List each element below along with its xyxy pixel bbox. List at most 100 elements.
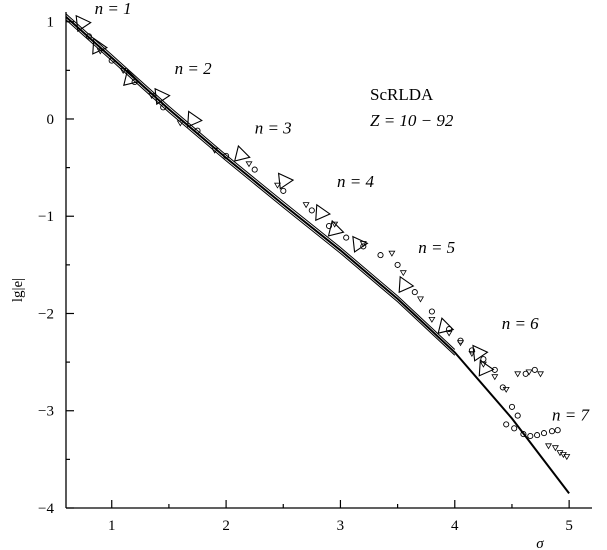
- point-circle: [540, 430, 548, 437]
- point-circle: [194, 127, 201, 134]
- shell-label: n = 3: [255, 119, 292, 138]
- plot-frame: [65, 12, 592, 509]
- point-small-triangle: [468, 350, 476, 357]
- point-circle: [280, 187, 287, 194]
- point-small-triangle: [96, 48, 104, 55]
- shell-label: n = 2: [175, 59, 212, 78]
- point-large-triangle: [437, 317, 455, 334]
- point-small-triangle: [525, 369, 533, 376]
- point-circle: [428, 308, 435, 315]
- point-circle: [223, 152, 230, 159]
- point-large-triangle: [352, 235, 369, 253]
- shell-label: n = 4: [337, 172, 374, 191]
- x-tick-label: 1: [108, 518, 116, 534]
- point-large-triangle: [75, 14, 92, 33]
- point-circle: [503, 421, 510, 428]
- point-large-triangle: [92, 37, 109, 55]
- point-circle: [251, 166, 258, 173]
- point-small-triangle: [273, 182, 282, 189]
- band-lines: [65, 13, 456, 356]
- legend-method: ScRLDA: [370, 85, 434, 104]
- point-small-triangle: [491, 374, 499, 381]
- point-circle: [468, 347, 475, 354]
- point-circle: [508, 403, 516, 410]
- point-large-triangle: [187, 110, 203, 128]
- point-small-triangle: [359, 241, 367, 248]
- point-circle: [491, 366, 498, 373]
- point-circle: [411, 289, 418, 296]
- point-small-triangle: [119, 68, 127, 74]
- point-circle: [531, 366, 538, 373]
- shell-label: n = 1: [95, 0, 132, 18]
- point-small-triangle: [417, 296, 424, 303]
- point-small-triangle: [545, 443, 552, 450]
- y-tick-label: −1: [38, 209, 54, 225]
- point-large-triangle: [478, 359, 495, 377]
- point-small-triangle: [211, 147, 219, 154]
- point-circle: [446, 326, 453, 333]
- point-small-triangle: [479, 361, 487, 368]
- point-small-triangle: [556, 450, 564, 457]
- y-tick-label: −4: [38, 501, 54, 517]
- point-small-triangle: [331, 221, 339, 228]
- point-circle: [160, 104, 167, 111]
- shell-label: n = 6: [502, 314, 539, 333]
- point-small-triangle: [537, 371, 544, 378]
- point-circle: [554, 427, 561, 434]
- y-tick-label: −2: [38, 306, 54, 322]
- shell-label: n = 7: [552, 406, 590, 425]
- point-large-triangle: [233, 144, 251, 162]
- shell-label: n = 5: [418, 238, 455, 257]
- point-large-triangle: [154, 87, 171, 106]
- point-circle: [480, 356, 487, 363]
- x-tick-label: 5: [565, 518, 573, 534]
- point-circle: [527, 432, 534, 440]
- point-large-triangle: [277, 172, 295, 190]
- point-small-triangle: [245, 161, 253, 168]
- fit-line-group: [65, 16, 570, 495]
- point-circle: [343, 234, 350, 241]
- point-small-triangle: [176, 120, 184, 127]
- point-circle: [548, 428, 556, 435]
- y-axis-label: lg|e|: [10, 278, 26, 302]
- point-circle: [308, 207, 315, 214]
- point-small-triangle: [514, 371, 522, 378]
- point-small-triangle: [551, 445, 559, 452]
- series-small-triangle: [96, 48, 571, 461]
- annotations: n = 1 n = 2 n = 3 n = 4 n = 5 n = 6 n = 7: [95, 0, 591, 425]
- point-circle: [325, 222, 333, 230]
- band-line-1: [65, 13, 456, 350]
- point-large-triangle: [123, 69, 140, 86]
- point-small-triangle: [502, 386, 510, 393]
- y-tick-label: 1: [47, 15, 55, 31]
- x-tick-label: 2: [222, 518, 230, 534]
- x-tick-label: 4: [451, 518, 459, 534]
- point-small-triangle: [445, 330, 453, 337]
- point-circle: [108, 57, 115, 64]
- point-small-triangle: [302, 202, 310, 209]
- point-circle: [394, 261, 401, 268]
- point-small-triangle: [148, 93, 156, 100]
- point-circle: [520, 431, 527, 438]
- series-circle: [85, 33, 561, 440]
- x-axis-label: σ: [536, 536, 544, 550]
- point-circle: [85, 33, 92, 40]
- point-large-triangle: [398, 275, 415, 294]
- point-circle: [377, 252, 384, 259]
- point-circle: [514, 412, 521, 419]
- point-circle: [131, 78, 138, 86]
- point-small-triangle: [563, 454, 571, 461]
- y-tick-label: 0: [47, 112, 55, 128]
- point-large-triangle: [315, 203, 332, 222]
- point-circle: [360, 243, 367, 250]
- fit-line: [65, 16, 570, 495]
- point-circle: [534, 432, 541, 439]
- axis-ticks: 1 2 3 4 5 1 0 −1 −2 −3 −4: [38, 15, 573, 534]
- y-tick-label: −3: [38, 404, 54, 420]
- point-small-triangle: [399, 270, 407, 277]
- legend-z-range: Z = 10 − 92: [370, 111, 454, 130]
- x-tick-label: 3: [337, 518, 345, 534]
- point-circle: [511, 425, 518, 432]
- point-small-triangle: [388, 250, 396, 257]
- data-markers: [75, 14, 571, 461]
